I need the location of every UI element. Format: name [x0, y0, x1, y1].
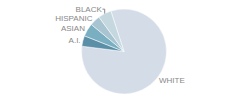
- svg-text:ASIAN: ASIAN: [61, 24, 85, 33]
- svg-text:A.I.: A.I.: [69, 36, 81, 45]
- svg-text:HISPANIC: HISPANIC: [55, 14, 92, 23]
- svg-text:WHITE: WHITE: [159, 76, 185, 85]
- svg-text:BLACK: BLACK: [76, 5, 103, 14]
